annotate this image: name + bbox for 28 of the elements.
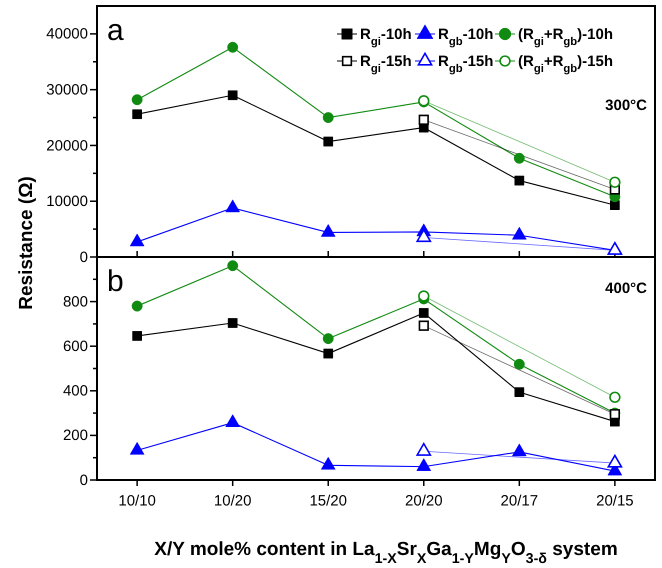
y-tick-label: 200 — [62, 427, 88, 444]
y-tick-label: 400 — [62, 382, 88, 400]
x-tick-label: 20/15 — [596, 492, 634, 510]
annotation: 300°C — [605, 97, 648, 114]
y-tick-label: 10000 — [46, 193, 88, 210]
y-tick-label: 0 — [80, 248, 88, 266]
text: X/Y mole% content in La$_{1-X}$Sr$_{X}$Ga$_{1-Y}$Mg$_{Y}$O$_{3-δ}$ system — [154, 539, 618, 567]
y-tick-label: 0 — [80, 472, 88, 489]
annotation: 400°C — [605, 280, 648, 297]
y-tick-label: 800 — [62, 293, 88, 310]
y-tick-label: 40000 — [46, 26, 88, 43]
x-tick-label: 20/17 — [500, 492, 538, 510]
legend-label: (R$_{gi}$+R$_{gb}$)-10h — [518, 26, 614, 48]
x-tick-label: 10/20 — [214, 492, 252, 510]
y-axis-title: Resistance (Ω) — [16, 176, 37, 310]
legend-label: R$_{gi}$-10h — [360, 26, 412, 48]
y-tick-label: 600 — [62, 338, 88, 355]
legend-label: (R$_{gi}$+R$_{gb}$)-15h — [518, 53, 614, 75]
annotation: b — [107, 265, 124, 298]
annotation: a — [107, 14, 124, 47]
y-tick-label: 30000 — [46, 81, 88, 98]
legend-label: R$_{gi}$-15h — [360, 53, 412, 75]
legend-label: R$_{gb}$-15h — [438, 53, 494, 75]
legend-label: R$_{gb}$-10h — [438, 26, 494, 48]
y-tick-label: 20000 — [46, 137, 88, 154]
x-tick-label: 15/20 — [309, 492, 347, 510]
x-tick-label: 10/10 — [118, 492, 156, 510]
x-tick-label: 20/20 — [405, 492, 443, 510]
